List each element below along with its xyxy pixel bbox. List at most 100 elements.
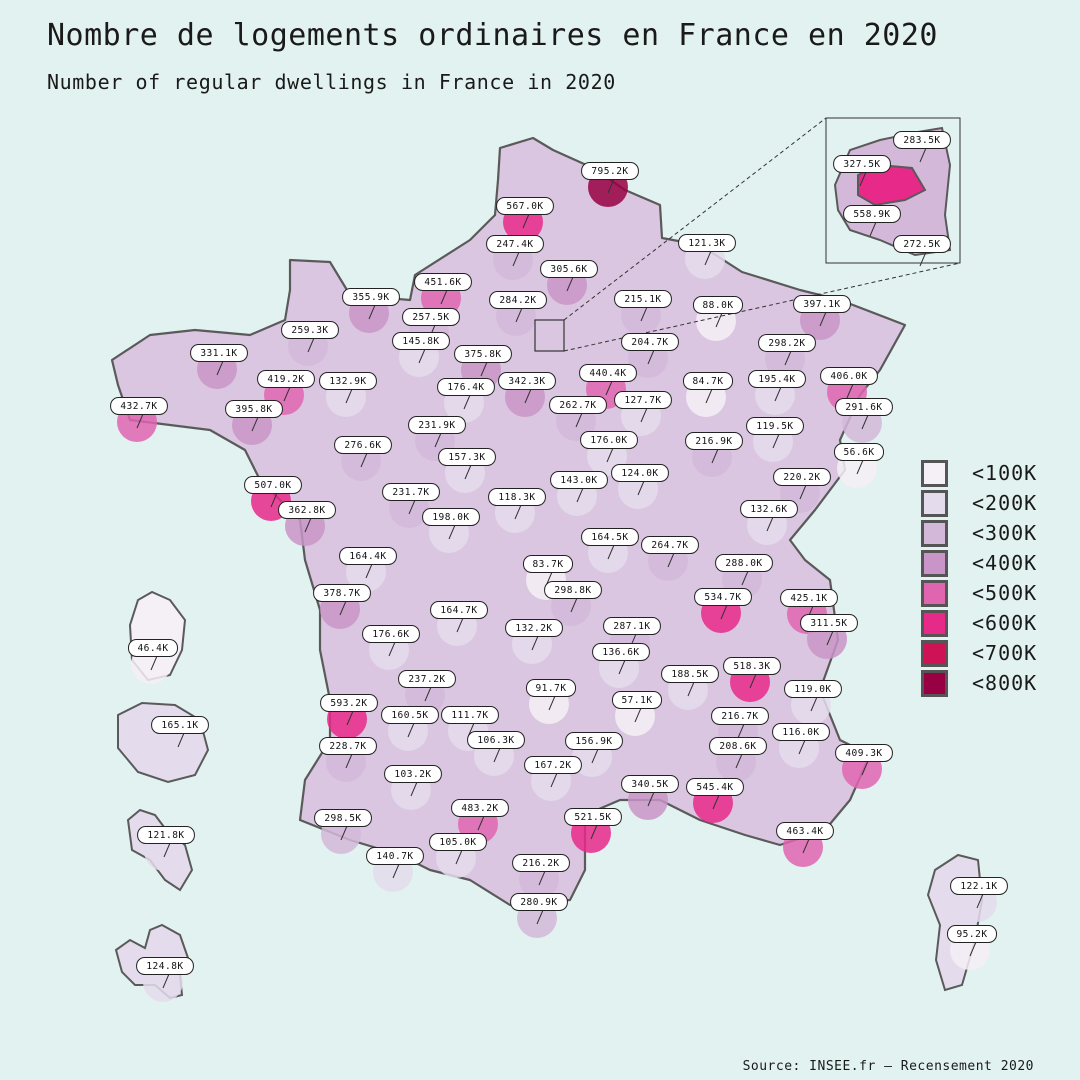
- department-label: 378.7K: [313, 584, 371, 616]
- department-label: 534.7K: [694, 588, 752, 620]
- department-label: 451.6K: [414, 273, 472, 305]
- department-value-text: 156.9K: [575, 736, 612, 747]
- department-label: 136.6K: [592, 643, 650, 675]
- department-value-text: 105.0K: [439, 837, 476, 848]
- department-label: 156.9K: [565, 732, 623, 764]
- department-label: 188.5K: [661, 665, 719, 697]
- department-value-text: 425.1K: [790, 593, 827, 604]
- department-label: 216.7K: [711, 707, 769, 739]
- department-label: 298.2K: [758, 334, 816, 366]
- department-value-text: 176.0K: [590, 435, 627, 446]
- legend-item: <800K: [921, 668, 1037, 698]
- department-label: 132.9K: [319, 372, 377, 404]
- department-label: 340.5K: [621, 775, 679, 807]
- legend-item: <400K: [921, 548, 1037, 578]
- department-label: 216.2K: [512, 854, 570, 886]
- department-value-text: 545.4K: [696, 782, 733, 793]
- map-title: Nombre de logements ordinaires en France…: [47, 18, 938, 53]
- department-label: 362.8K: [278, 501, 336, 533]
- department-value-text: 534.7K: [704, 592, 741, 603]
- department-label: 195.4K: [748, 370, 806, 402]
- legend-item: <600K: [921, 608, 1037, 638]
- department-label: 262.7K: [549, 396, 607, 428]
- department-value-text: 518.3K: [733, 661, 770, 672]
- department-value-text: 409.3K: [845, 748, 882, 759]
- department-label: 327.5K: [833, 155, 891, 187]
- department-label: 198.0K: [422, 508, 480, 540]
- department-value-text: 395.8K: [235, 404, 272, 415]
- legend-swatch: [921, 489, 948, 517]
- legend-swatch: [921, 669, 948, 697]
- department-label: 121.8K: [137, 826, 195, 858]
- department-value-text: 119.5K: [756, 421, 793, 432]
- department-label: 425.1K: [780, 589, 838, 621]
- department-label: 231.7K: [382, 483, 440, 515]
- department-label: 57.1K: [612, 691, 662, 723]
- department-label: 518.3K: [723, 657, 781, 689]
- department-value-text: 287.1K: [613, 621, 650, 632]
- department-label: 567.0K: [496, 197, 554, 229]
- department-value-text: 103.2K: [394, 769, 431, 780]
- department-value-text: 215.1K: [624, 294, 661, 305]
- department-label: 342.3K: [498, 372, 556, 404]
- department-label: 124.0K: [611, 464, 669, 496]
- department-value-text: 167.2K: [534, 760, 571, 771]
- department-value-text: 122.1K: [960, 881, 997, 892]
- department-value-text: 593.2K: [330, 698, 367, 709]
- legend-label: <800K: [972, 671, 1038, 695]
- department-labels: 795.2K 567.0K 247.4K 121.3K 305.6K 451.6K 355.…: [110, 131, 1008, 989]
- department-value-text: 220.2K: [783, 472, 820, 483]
- department-value-text: 257.5K: [412, 312, 449, 323]
- department-value-text: 440.4K: [589, 368, 626, 379]
- department-value-text: 228.7K: [329, 741, 366, 752]
- department-value-text: 157.3K: [448, 452, 485, 463]
- legend-label: <600K: [972, 611, 1038, 635]
- legend: <100K <200K <300K <400K <500K <600K <700K <800K: [921, 458, 1037, 698]
- department-label: 331.1K: [190, 344, 248, 376]
- legend-item: <500K: [921, 578, 1037, 608]
- department-value-text: 132.2K: [515, 623, 552, 634]
- department-label: 132.6K: [740, 500, 798, 532]
- department-value-text: 91.7K: [535, 683, 566, 694]
- department-label: 795.2K: [581, 162, 639, 194]
- department-label: 118.3K: [488, 488, 546, 520]
- department-label: 305.6K: [540, 260, 598, 292]
- department-label: 204.7K: [621, 333, 679, 365]
- department-value-text: 567.0K: [506, 201, 543, 212]
- department-label: 106.3K: [467, 731, 525, 763]
- department-value-text: 340.5K: [631, 779, 668, 790]
- department-value-text: 375.8K: [464, 349, 501, 360]
- department-label: 593.2K: [320, 694, 378, 726]
- department-value-text: 264.7K: [651, 540, 688, 551]
- department-label: 84.7K: [683, 372, 733, 404]
- inset-leader-bottom: [563, 262, 961, 352]
- department-label: 406.0K: [820, 367, 878, 399]
- legend-label: <500K: [972, 581, 1038, 605]
- department-value-text: 284.2K: [499, 295, 536, 306]
- legend-label: <200K: [972, 491, 1038, 515]
- department-value-text: 164.5K: [591, 532, 628, 543]
- department-label: 545.4K: [686, 778, 744, 810]
- department-value-text: 231.7K: [392, 487, 429, 498]
- legend-swatch: [921, 459, 948, 487]
- department-value-text: 507.0K: [254, 480, 291, 491]
- department-label: 176.6K: [362, 625, 420, 657]
- department-value-text: 298.2K: [768, 338, 805, 349]
- department-label: 124.8K: [136, 957, 194, 989]
- department-label: 264.7K: [641, 536, 699, 568]
- map-subtitle: Number of regular dwellings in France in…: [47, 70, 616, 94]
- department-label: 95.2K: [947, 925, 997, 957]
- department-value-text: 259.3K: [291, 325, 328, 336]
- department-label: 105.0K: [429, 833, 487, 865]
- department-value-text: 406.0K: [830, 371, 867, 382]
- department-label: 288.0K: [715, 554, 773, 586]
- department-value-text: 188.5K: [671, 669, 708, 680]
- department-value-text: 262.7K: [559, 400, 596, 411]
- department-label: 298.5K: [314, 809, 372, 841]
- department-value-text: 132.6K: [750, 504, 787, 515]
- department-value-text: 208.6K: [719, 741, 756, 752]
- department-label: 395.8K: [225, 400, 283, 432]
- department-value-text: 198.0K: [432, 512, 469, 523]
- department-value-text: 291.6K: [845, 402, 882, 413]
